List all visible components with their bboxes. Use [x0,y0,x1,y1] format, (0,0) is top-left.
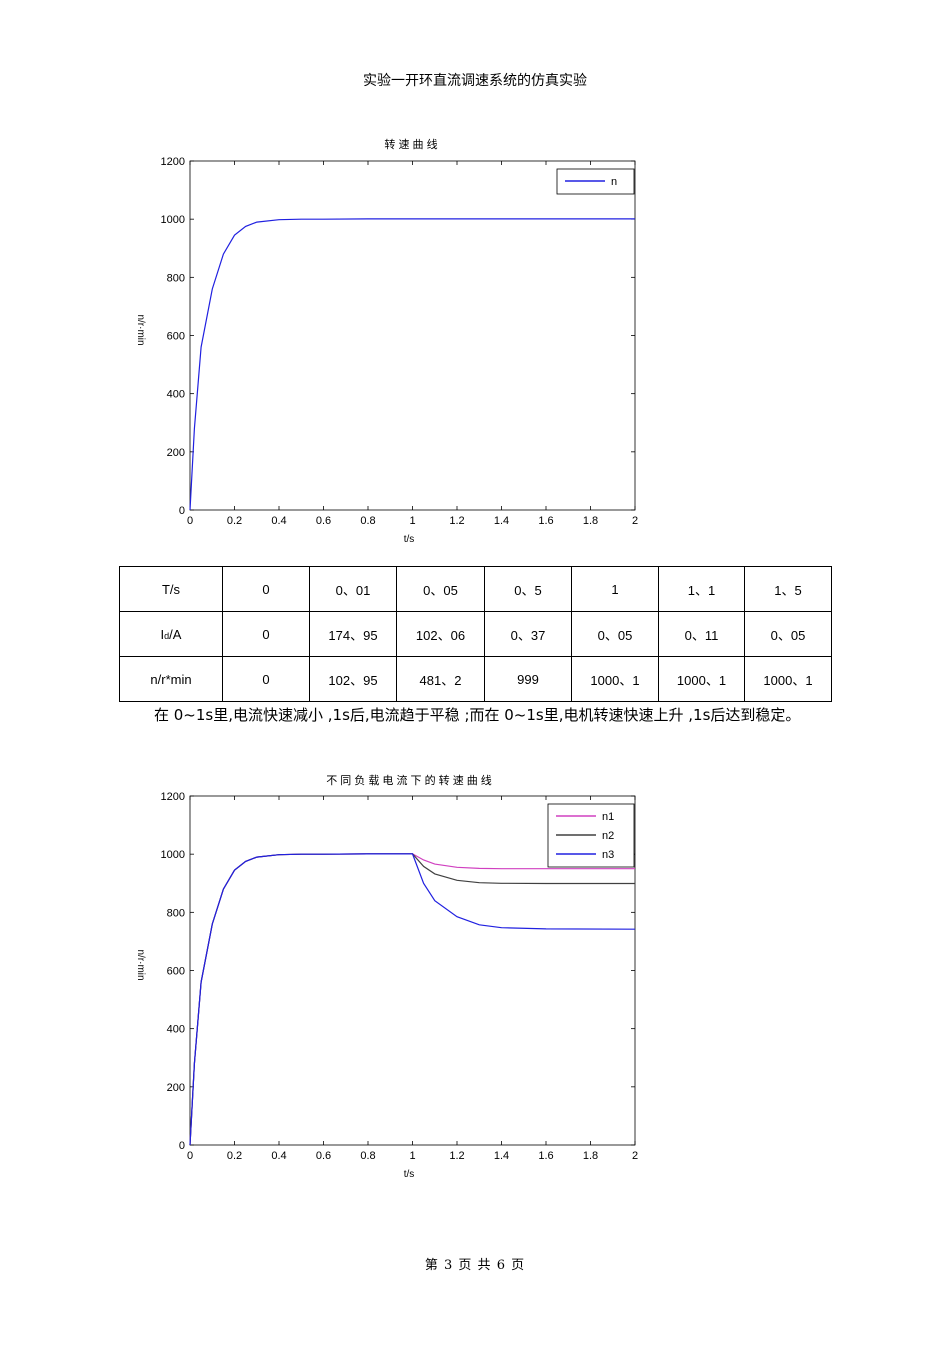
x-tick-label: 0.8 [360,1150,375,1162]
x-tick-label: 0 [187,515,193,527]
data-table: T/s 0 0、01 0、05 0、5 1 1、1 1、5 Id/A 0 174… [119,566,832,702]
y-tick-label: 400 [167,1024,185,1036]
chart2-ylabel: n/r·min [135,949,146,980]
x-tick-label: 1.6 [538,1150,553,1162]
page-number: 第 3 页 共 6 页 [424,1258,526,1273]
table-cell: n/r*min [119,656,223,702]
y-tick-label: 1200 [161,791,185,803]
x-tick-label: 0.6 [316,515,331,527]
y-tick-label: 800 [167,907,185,919]
table-cell: 0、05 [396,566,485,612]
series-line-n1 [189,853,635,1146]
speed-curve-chart: 转 速 曲 线 0 0.2 0.4 0.6 0.8 1 1.2 1.4 1.6 1.8 2 0 200 4… [135,137,639,545]
x-tick-label: 0.4 [271,515,286,527]
table-cell: 102、06 [396,611,485,657]
table-cell: 0 [222,566,310,612]
y-tick-label: 1000 [161,849,185,861]
table-cell: 0 [222,656,310,702]
table-cell: 0 [222,611,310,657]
chart1-xlabel: t/s [404,534,415,545]
table-cell: 0、05 [744,611,832,657]
x-tick-label: 1.8 [583,515,598,527]
table-cell: 1、5 [744,566,832,612]
chart2-plot-area: 0 0.2 0.4 0.6 0.8 1 1.2 1.4 1.6 1.8 2 0 200 400 600 800… [161,791,639,1162]
y-tick-label: 1000 [161,214,185,226]
x-tick-label: 0.6 [316,1150,331,1162]
y-tick-label: 400 [167,389,185,401]
x-tick-label: 1.4 [494,1150,509,1162]
table-cell: 0、5 [484,566,572,612]
chart2-xlabel: t/s [404,1169,415,1180]
chart1-title: 转 速 曲 线 [384,137,437,151]
table-cell: T/s [119,566,223,612]
x-tick-label: 1.2 [449,515,464,527]
table-cell: 1000、1 [571,656,659,702]
table-cell: 0、05 [571,611,659,657]
table-row: T/s 0 0、01 0、05 0、5 1 1、1 1、5 [119,566,832,612]
table-cell: 0、37 [484,611,572,657]
x-tick-label: 2 [632,1150,638,1162]
x-tick-label: 1.8 [583,1150,598,1162]
table-cell: 1 [571,566,659,612]
table-cell: 1、1 [658,566,745,612]
series-line-n2 [189,853,635,1146]
x-tick-label: 1.2 [449,1150,464,1162]
table-cell: 0、01 [309,566,397,612]
x-tick-label: 0.2 [227,1150,242,1162]
plot-frame [189,160,636,511]
table-cell: 174、95 [309,611,397,657]
table-cell: 1000、1 [744,656,832,702]
table-cell: 102、95 [309,656,397,702]
chart1-plot-area: 0 0.2 0.4 0.6 0.8 1 1.2 1.4 1.6 1.8 2 0 200 400 600 800… [161,156,639,527]
legend-label: n3 [602,849,614,861]
y-tick-label: 600 [167,966,185,978]
x-tick-label: 0.2 [227,515,242,527]
x-tick-label: 0 [187,1150,193,1162]
page-title: 实验一开环直流调速系统的仿真实验 [363,73,587,89]
load-current-speed-chart: 不 同 负 载 电 流 下 的 转 速 曲 线 0 0.2 0.4 0.6 0.8 1 1.… [135,773,639,1180]
legend-label: n2 [602,830,614,842]
table-cell: 999 [484,656,572,702]
y-tick-label: 600 [167,331,185,343]
table-row: n/r*min 0 102、95 481、2 999 1000、1 1000、1… [119,656,832,702]
y-tick-label: 0 [179,1140,185,1152]
x-tick-label: 1.4 [494,515,509,527]
y-tick-label: 200 [167,447,185,459]
analysis-paragraph: 在 0~1s里,电流快速减小 ,1s后,电流趋于平稳 ;而在 0~1s里,电机转… [154,706,801,724]
x-tick-label: 1 [409,515,415,527]
y-tick-label: 200 [167,1082,185,1094]
x-tick-label: 2 [632,515,638,527]
legend-label: n [611,176,617,188]
table-cell: 481、2 [396,656,485,702]
series-line-n [189,218,635,511]
svg-text:n/r·min: n/r·min [135,949,146,980]
y-tick-label: 800 [167,272,185,284]
x-tick-label: 1 [409,1150,415,1162]
x-tick-label: 0.4 [271,1150,286,1162]
x-tick-label: 1.6 [538,515,553,527]
series-line-n3 [189,853,636,1146]
x-tick-label: 0.8 [360,515,375,527]
table-cell: 1000、1 [658,656,745,702]
chart2-title: 不 同 负 载 电 流 下 的 转 速 曲 线 [326,773,492,787]
table-row: Id/A 0 174、95 102、06 0、37 0、05 0、11 0、05 [119,611,832,657]
table-cell: 0、11 [658,611,745,657]
y-tick-label: 1200 [161,156,185,168]
y-tick-label: 0 [179,505,185,517]
legend-label: n1 [602,811,614,823]
svg-text:n/r·min: n/r·min [135,314,146,345]
chart1-ylabel: n/r·min [135,314,146,345]
table-cell: Id/A [119,611,223,657]
